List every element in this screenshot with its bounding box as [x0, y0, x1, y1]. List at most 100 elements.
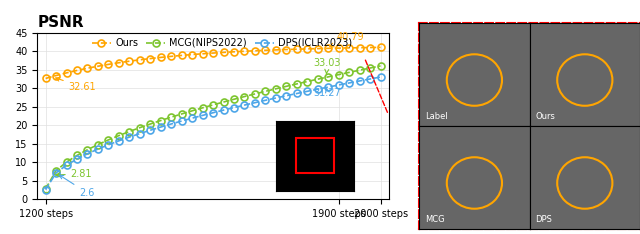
- MCG(NIPS2022): [63, 161, 70, 164]
- DPS(ICLR2023): [335, 84, 342, 86]
- Ours: [125, 60, 133, 63]
- Ours: [147, 57, 154, 60]
- DPS(ICLR2023): [220, 109, 227, 112]
- Ours: [293, 48, 301, 51]
- Ours: [52, 74, 60, 77]
- MCG(NIPS2022): [188, 110, 196, 112]
- Text: PSNR: PSNR: [37, 15, 84, 30]
- DPS(ICLR2023): [168, 123, 175, 125]
- DPS(ICLR2023): [272, 97, 280, 99]
- MCG(NIPS2022): [282, 85, 290, 88]
- MCG(NIPS2022): [136, 126, 143, 129]
- Ours: [209, 52, 217, 55]
- MCG(NIPS2022): [157, 119, 164, 122]
- Ours: [84, 67, 92, 70]
- Ours: [136, 58, 143, 61]
- Ours: [262, 49, 269, 52]
- Ours: [335, 47, 342, 50]
- MCG(NIPS2022): [52, 169, 60, 172]
- DPS(ICLR2023): [303, 90, 311, 93]
- DPS(ICLR2023): [178, 120, 186, 122]
- Ours: [230, 50, 238, 53]
- MCG(NIPS2022): [125, 130, 133, 133]
- MCG(NIPS2022): [241, 95, 248, 98]
- MCG(NIPS2022): [115, 134, 123, 137]
- Ours: [73, 69, 81, 72]
- Ours: [94, 65, 102, 68]
- MCG(NIPS2022): [230, 98, 238, 101]
- Text: 33.03: 33.03: [314, 58, 341, 74]
- Line: MCG(NIPS2022): MCG(NIPS2022): [42, 62, 384, 192]
- DPS(ICLR2023): [251, 101, 259, 104]
- MCG(NIPS2022): [366, 67, 374, 69]
- DPS(ICLR2023): [282, 94, 290, 97]
- MCG(NIPS2022): [303, 80, 311, 83]
- DPS(ICLR2023): [293, 92, 301, 95]
- DPS(ICLR2023): [209, 111, 217, 114]
- MCG(NIPS2022): [346, 71, 353, 74]
- MCG(NIPS2022): [335, 73, 342, 76]
- DPS(ICLR2023): [377, 76, 385, 78]
- Ours: [324, 47, 332, 50]
- Ours: [220, 51, 227, 54]
- MCG(NIPS2022): [84, 148, 92, 151]
- Ours: [314, 47, 322, 50]
- DPS(ICLR2023): [188, 117, 196, 120]
- DPS(ICLR2023): [199, 114, 207, 117]
- Text: 40.79: 40.79: [330, 32, 364, 47]
- DPS(ICLR2023): [324, 86, 332, 88]
- MCG(NIPS2022): [199, 106, 207, 109]
- Ours: [356, 46, 364, 49]
- MCG(NIPS2022): [262, 90, 269, 93]
- DPS(ICLR2023): [356, 80, 364, 82]
- MCG(NIPS2022): [324, 76, 332, 78]
- DPS(ICLR2023): [314, 88, 322, 91]
- Ours: [199, 52, 207, 55]
- MCG(NIPS2022): [356, 69, 364, 72]
- MCG(NIPS2022): [94, 143, 102, 146]
- MCG(NIPS2022): [272, 87, 280, 90]
- DPS(ICLR2023): [94, 148, 102, 150]
- Ours: [178, 54, 186, 57]
- MCG(NIPS2022): [104, 139, 112, 141]
- MCG(NIPS2022): [293, 83, 301, 85]
- Text: 2.81: 2.81: [56, 169, 92, 179]
- DPS(ICLR2023): [346, 81, 353, 84]
- DPS(ICLR2023): [63, 164, 70, 167]
- Legend: Ours, MCG(NIPS2022), DPS(ICLR2023): Ours, MCG(NIPS2022), DPS(ICLR2023): [88, 34, 356, 52]
- DPS(ICLR2023): [84, 152, 92, 155]
- Ours: [282, 48, 290, 51]
- MCG(NIPS2022): [168, 116, 175, 119]
- Text: 2.6: 2.6: [60, 175, 95, 197]
- MCG(NIPS2022): [73, 154, 81, 157]
- Ours: [346, 47, 353, 49]
- MCG(NIPS2022): [220, 101, 227, 103]
- DPS(ICLR2023): [104, 143, 112, 146]
- DPS(ICLR2023): [262, 99, 269, 102]
- Ours: [168, 55, 175, 58]
- Ours: [241, 50, 248, 53]
- Ours: [115, 61, 123, 64]
- DPS(ICLR2023): [125, 136, 133, 139]
- DPS(ICLR2023): [241, 104, 248, 106]
- Ours: [63, 71, 70, 74]
- DPS(ICLR2023): [230, 106, 238, 109]
- DPS(ICLR2023): [366, 77, 374, 80]
- Line: DPS(ICLR2023): DPS(ICLR2023): [42, 73, 384, 193]
- Ours: [366, 46, 374, 49]
- Line: Ours: Ours: [42, 44, 384, 82]
- MCG(NIPS2022): [147, 123, 154, 125]
- Text: 32.61: 32.61: [56, 77, 96, 92]
- MCG(NIPS2022): [314, 78, 322, 80]
- Ours: [377, 46, 385, 49]
- MCG(NIPS2022): [178, 113, 186, 115]
- DPS(ICLR2023): [52, 172, 60, 174]
- Ours: [157, 56, 164, 59]
- MCG(NIPS2022): [209, 103, 217, 106]
- MCG(NIPS2022): [377, 65, 385, 67]
- Ours: [303, 48, 311, 50]
- Ours: [104, 63, 112, 66]
- DPS(ICLR2023): [136, 132, 143, 135]
- DPS(ICLR2023): [147, 129, 154, 132]
- Ours: [42, 77, 49, 80]
